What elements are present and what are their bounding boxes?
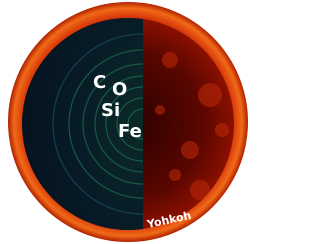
- element-label: Fe: [118, 121, 142, 142]
- star-diagram: C O Si Fe Yohkoh: [0, 0, 252, 244]
- element-label: Si: [101, 100, 120, 121]
- element-label: O: [112, 79, 127, 100]
- element-label: C: [93, 72, 106, 93]
- page: C O Si Fe Yohkoh (() => { const data = J…: [0, 0, 320, 244]
